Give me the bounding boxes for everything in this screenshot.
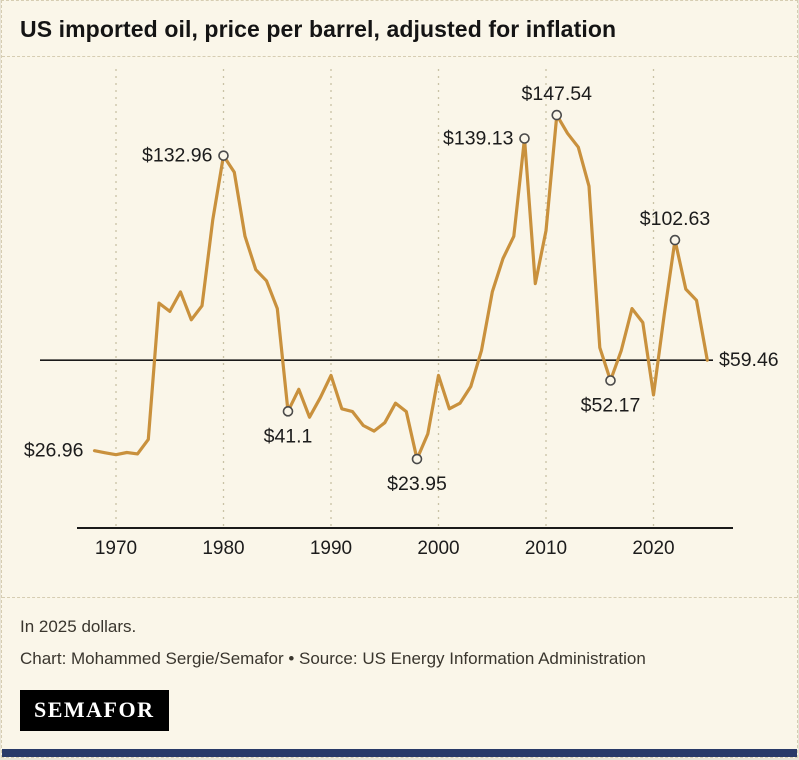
x-tick-label-2010: 2010 bbox=[525, 538, 567, 559]
annotation-label-2011: $147.54 bbox=[522, 83, 593, 105]
chart-footer: In 2025 dollars. Chart: Mohammed Sergie/… bbox=[2, 597, 797, 732]
semafor-logo-text: SEMAFOR bbox=[34, 697, 155, 723]
annotation-label-2022: $102.63 bbox=[640, 208, 711, 230]
semafor-logo: SEMAFOR bbox=[20, 690, 169, 732]
annotation-label-1998: $23.95 bbox=[387, 473, 447, 495]
annotation-label-2016: $52.17 bbox=[581, 395, 641, 417]
x-tick-label-2020: 2020 bbox=[632, 538, 674, 559]
x-tick-label-1970: 1970 bbox=[95, 538, 137, 559]
annotation-dot-2016 bbox=[605, 375, 616, 386]
annotation-label-2008: $139.13 bbox=[443, 128, 514, 150]
chart-header: US imported oil, price per barrel, adjus… bbox=[2, 1, 797, 57]
oil-price-line-chart: 1970 1980 1990 2000 2010 2020 $59.46 $26.96 $132… bbox=[24, 69, 779, 559]
annotation-dot-2008 bbox=[519, 133, 530, 144]
annotation-dot-2022 bbox=[669, 234, 681, 246]
annotation-label-1986: $41.1 bbox=[264, 425, 313, 447]
chart-title: US imported oil, price per barrel, adjus… bbox=[20, 16, 617, 42]
bottom-accent-bar bbox=[2, 749, 797, 757]
reference-line-label: $59.46 bbox=[719, 349, 779, 371]
annotation-label-1980: $132.96 bbox=[142, 145, 213, 167]
x-tick-label-1990: 1990 bbox=[310, 538, 352, 559]
annotation-label-1968: $26.96 bbox=[24, 440, 84, 462]
annotation-dot-1986 bbox=[282, 406, 294, 417]
annotation-dot-1980 bbox=[218, 150, 229, 161]
price-line bbox=[92, 113, 709, 461]
chart-area: 1970 1980 1990 2000 2010 2020 $59.46 $26.96 $132… bbox=[2, 57, 797, 597]
credit-line: Chart: Mohammed Sergie/Semafor • Source:… bbox=[20, 648, 646, 668]
annotation-dot-2011 bbox=[551, 109, 563, 121]
footnote: In 2025 dollars. bbox=[20, 617, 137, 636]
x-tick-label-2000: 2000 bbox=[417, 538, 459, 559]
annotation-dot-1998 bbox=[411, 453, 423, 465]
x-tick-label-1980: 1980 bbox=[202, 538, 244, 559]
